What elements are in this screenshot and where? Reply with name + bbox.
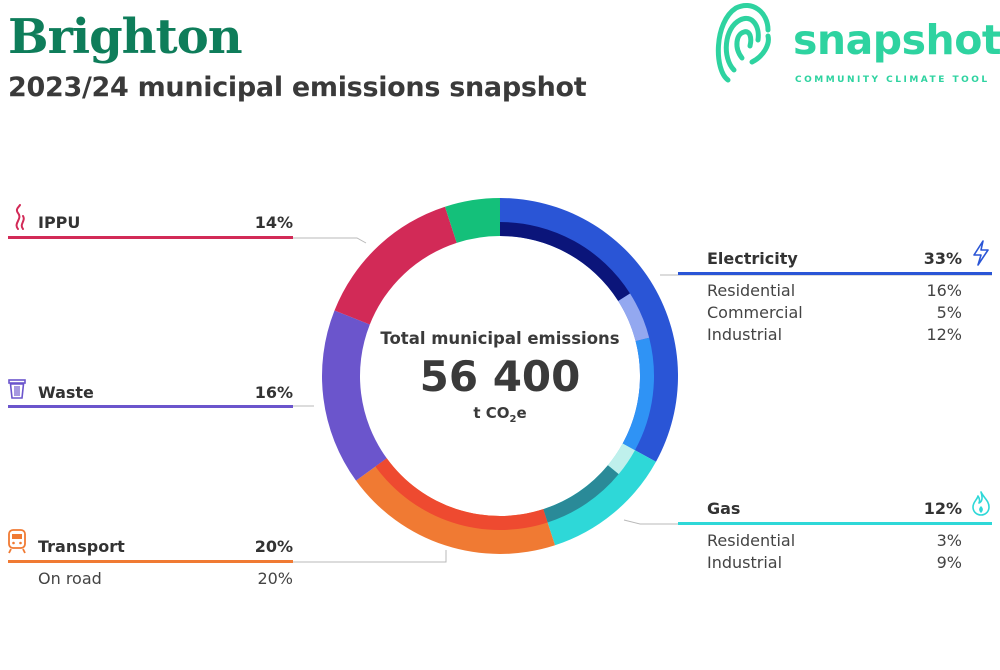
sub-label-electricity-industrial: Industrial <box>707 325 783 344</box>
logo-tagline: COMMUNITY CLIMATE TOOL <box>795 75 990 85</box>
donut-subsegment-transport-on-road <box>375 458 548 531</box>
page-title: Brighton <box>8 9 243 65</box>
smoke-icon <box>15 204 25 230</box>
category-label-gas: Gas <box>707 499 741 518</box>
donut-segment-ippu <box>334 206 457 325</box>
center-total-label: Total municipal emissions <box>380 329 620 348</box>
sub-label-electricity-residential: Residential <box>707 281 796 300</box>
sub-label-transport-on-road: On road <box>38 569 102 588</box>
leader-line-ippu <box>293 237 367 244</box>
donut-segment-other <box>444 198 500 243</box>
category-label-waste: Waste <box>38 383 94 402</box>
donut-subsegment-gas-industrial <box>543 465 619 523</box>
sub-label-gas-industrial: Industrial <box>707 553 783 572</box>
train-icon <box>8 529 26 554</box>
center-total-value: 56 400 <box>419 352 581 401</box>
category-pct-electricity: 33% <box>923 249 962 268</box>
sub-pct-gas-industrial: 9% <box>936 553 962 572</box>
sub-pct-electricity-commercial: 5% <box>936 303 962 322</box>
donut-segment-waste <box>321 310 387 481</box>
category-rule-electricity <box>678 272 992 275</box>
category-pct-gas: 12% <box>923 499 962 518</box>
category-rule-transport <box>8 560 293 563</box>
category-rule-ippu <box>8 236 293 239</box>
category-rule-gas <box>678 522 992 525</box>
donut-segment-electricity <box>500 198 678 462</box>
category-label-electricity: Electricity <box>707 249 798 268</box>
category-label-ippu: IPPU <box>38 213 81 232</box>
sub-pct-transport-on-road: 20% <box>257 569 293 588</box>
category-pct-ippu: 14% <box>254 213 293 232</box>
center-total-unit: t CO2e <box>473 404 527 425</box>
donut-segment-gas <box>543 443 656 546</box>
category-pct-transport: 20% <box>254 537 293 556</box>
sub-pct-electricity-residential: 16% <box>926 281 962 300</box>
sub-label-electricity-commercial: Commercial <box>707 303 803 322</box>
lightning-bolt-icon <box>973 240 989 266</box>
donut-subsegment-electricity-industrial <box>622 337 654 451</box>
page-subtitle: 2023/24 municipal emissions snapshot <box>8 72 587 103</box>
category-pct-waste: 16% <box>254 383 293 402</box>
flame-icon <box>972 491 990 516</box>
sub-label-gas-residential: Residential <box>707 531 796 550</box>
donut-subsegment-electricity-commercial <box>618 293 650 342</box>
sub-pct-gas-residential: 3% <box>936 531 962 550</box>
donut-subsegment-gas-residential <box>607 443 635 475</box>
category-rule-waste <box>8 405 293 408</box>
logo-wordmark: snapshot <box>793 16 1000 64</box>
trash-bin-icon <box>8 379 26 399</box>
category-label-transport: Transport <box>38 537 125 556</box>
leader-line-transport <box>293 550 447 563</box>
snapshot-logo-icon <box>715 3 771 83</box>
sub-pct-electricity-industrial: 12% <box>926 325 962 344</box>
donut-subsegment-electricity-residential <box>500 222 631 301</box>
